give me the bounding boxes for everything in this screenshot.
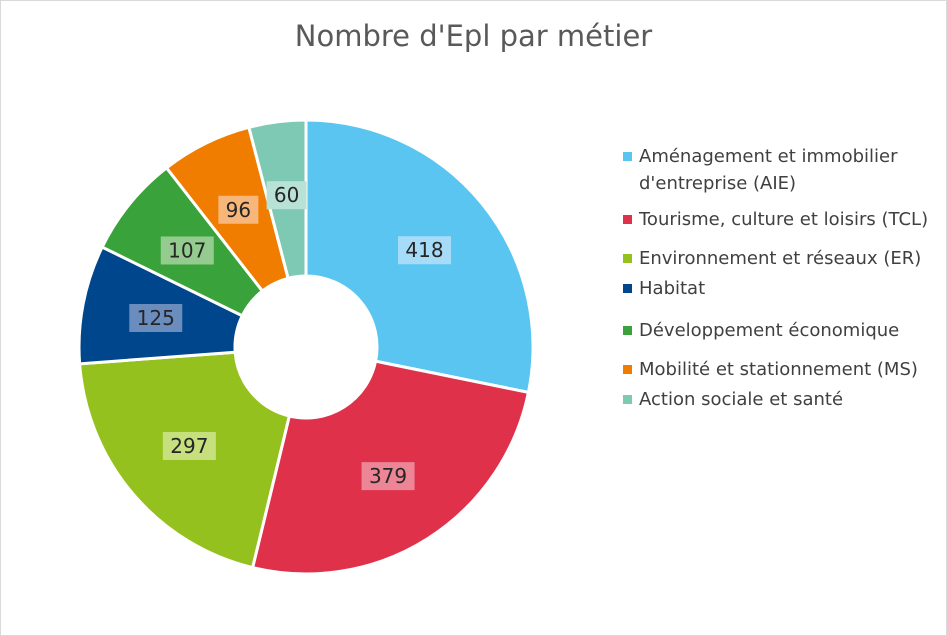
svg-text:297: 297	[170, 434, 208, 458]
legend-swatch	[623, 254, 632, 263]
chart-title: Nombre d'Epl par métier	[294, 19, 653, 53]
legend-label: Mobilité et stationnement (MS)	[639, 359, 918, 380]
legend-swatch	[623, 395, 632, 404]
legend-label: Habitat	[639, 278, 706, 299]
legend-item-amenagement-et-immobilier-d-entreprise-aie: Aménagement et immobilier d'entreprise (…	[623, 143, 933, 197]
legend-label: Environnement et réseaux (ER)	[639, 248, 922, 269]
legend-swatch	[623, 284, 632, 293]
legend-item-mobilite-et-stationnement-ms: Mobilité et stationnement (MS)	[623, 356, 933, 383]
svg-text:125: 125	[137, 306, 175, 330]
data-label-developpement-economique: 107	[160, 236, 214, 265]
data-label-action-sociale-et-sante: 60	[266, 181, 307, 210]
legend-item-developpement-economique: Développement économique	[623, 317, 933, 344]
svg-text:379: 379	[369, 464, 407, 488]
legend-label: Tourisme, culture et loisirs (TCL)	[639, 209, 929, 230]
legend-swatch	[623, 215, 632, 224]
legend-label: Action sociale et santé	[639, 389, 844, 410]
data-label-environnement-et-reseaux-er: 297	[162, 432, 216, 461]
data-label-tourisme-culture-et-loisirs-tcl: 379	[361, 462, 415, 491]
data-label-amenagement-et-immobilier-d-entreprise-aie: 418	[398, 236, 452, 265]
data-label-habitat: 125	[129, 303, 183, 332]
legend-item-tourisme-culture-et-loisirs-tcl: Tourisme, culture et loisirs (TCL)	[623, 206, 933, 233]
legend: Aménagement et immobilier d'entreprise (…	[623, 143, 933, 413]
svg-text:418: 418	[405, 238, 443, 262]
legend-item-habitat: Habitat	[623, 275, 933, 302]
legend-label: Développement économique	[639, 320, 900, 341]
legend-item-action-sociale-et-sante: Action sociale et santé	[623, 386, 933, 413]
legend-label: Aménagement et immobilier d'entreprise (…	[639, 146, 898, 194]
svg-text:107: 107	[168, 238, 206, 262]
legend-swatch	[623, 365, 632, 374]
svg-text:60: 60	[274, 183, 299, 207]
legend-swatch	[623, 152, 632, 161]
legend-item-environnement-et-reseaux-er: Environnement et réseaux (ER)	[623, 245, 933, 272]
legend-swatch	[623, 326, 632, 335]
data-label-mobilite-et-stationnement-ms: 96	[218, 195, 259, 224]
svg-text:96: 96	[226, 198, 251, 222]
